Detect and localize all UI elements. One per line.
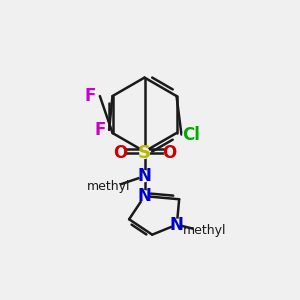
Ellipse shape [98, 181, 120, 191]
Text: methyl: methyl [183, 224, 226, 236]
Text: N: N [138, 167, 152, 185]
Ellipse shape [172, 219, 182, 230]
Ellipse shape [194, 225, 215, 236]
Text: S: S [138, 144, 151, 162]
Text: O: O [162, 144, 176, 162]
Text: N: N [170, 216, 184, 234]
Text: O: O [113, 144, 127, 162]
Ellipse shape [164, 148, 174, 158]
Ellipse shape [86, 91, 95, 101]
Ellipse shape [183, 129, 198, 140]
Ellipse shape [140, 148, 149, 158]
Text: F: F [85, 87, 96, 105]
Text: F: F [94, 121, 106, 139]
Text: Cl: Cl [182, 126, 200, 144]
Ellipse shape [95, 124, 104, 135]
Ellipse shape [140, 171, 149, 182]
Ellipse shape [140, 191, 149, 202]
Ellipse shape [115, 148, 124, 158]
Text: methyl: methyl [87, 180, 131, 193]
Text: N: N [138, 187, 152, 205]
